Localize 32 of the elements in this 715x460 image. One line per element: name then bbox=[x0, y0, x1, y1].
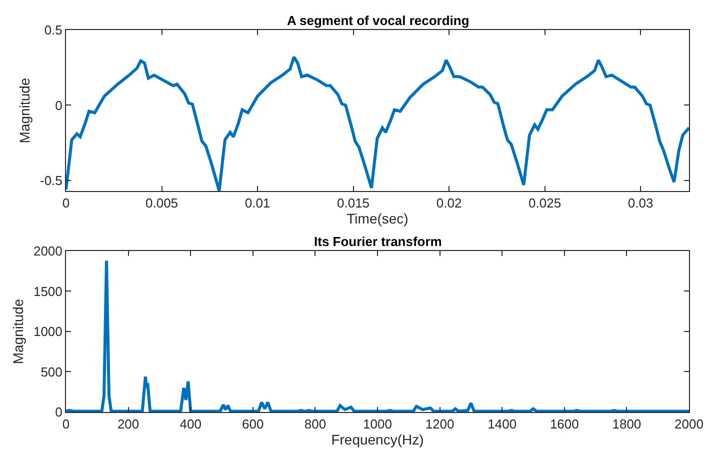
y-tick-label: 0.5 bbox=[44, 22, 62, 38]
x-tick-label: 2000 bbox=[674, 416, 704, 432]
x-tick-label: 1400 bbox=[488, 416, 517, 432]
x-tick-label: 0.025 bbox=[528, 196, 562, 211]
y-axis-title: Magnitude bbox=[10, 298, 26, 364]
x-axis-title: Frequency(Hz) bbox=[331, 432, 424, 448]
y-tick-label: 0 bbox=[55, 404, 62, 420]
y-tick-label: 1500 bbox=[33, 284, 62, 299]
y-axis-title: Magnitude bbox=[16, 78, 33, 144]
x-axis-title: Time(sec) bbox=[346, 210, 408, 227]
y-tick-label: 500 bbox=[40, 364, 62, 380]
chart-title: A segment of vocal recording bbox=[287, 13, 470, 28]
x-tick-label: 400 bbox=[180, 416, 202, 432]
x-tick-label: 0.01 bbox=[244, 196, 270, 211]
x-tick-label: 0.02 bbox=[436, 196, 462, 211]
x-tick-label: 600 bbox=[242, 416, 264, 432]
x-tick-label: 0.015 bbox=[336, 196, 370, 211]
line-series bbox=[66, 259, 689, 412]
x-tick-label: 800 bbox=[304, 416, 326, 432]
chart-title: Its Fourier transform bbox=[314, 234, 442, 249]
line-series bbox=[66, 56, 689, 192]
x-tick-label: 1800 bbox=[612, 416, 642, 432]
x-tick-label: 0.005 bbox=[145, 196, 178, 211]
x-tick-label: 200 bbox=[117, 416, 140, 432]
y-tick-label: 1000 bbox=[33, 324, 62, 340]
x-tick-label: 0.03 bbox=[628, 196, 654, 211]
y-tick-label: 2000 bbox=[33, 244, 62, 259]
x-tick-label: 1000 bbox=[363, 416, 392, 432]
x-tick-label: 1200 bbox=[425, 416, 454, 432]
y-tick-label: 0 bbox=[55, 98, 62, 113]
x-tick-label: 1600 bbox=[550, 416, 579, 432]
y-tick-label: -0.5 bbox=[40, 173, 62, 188]
